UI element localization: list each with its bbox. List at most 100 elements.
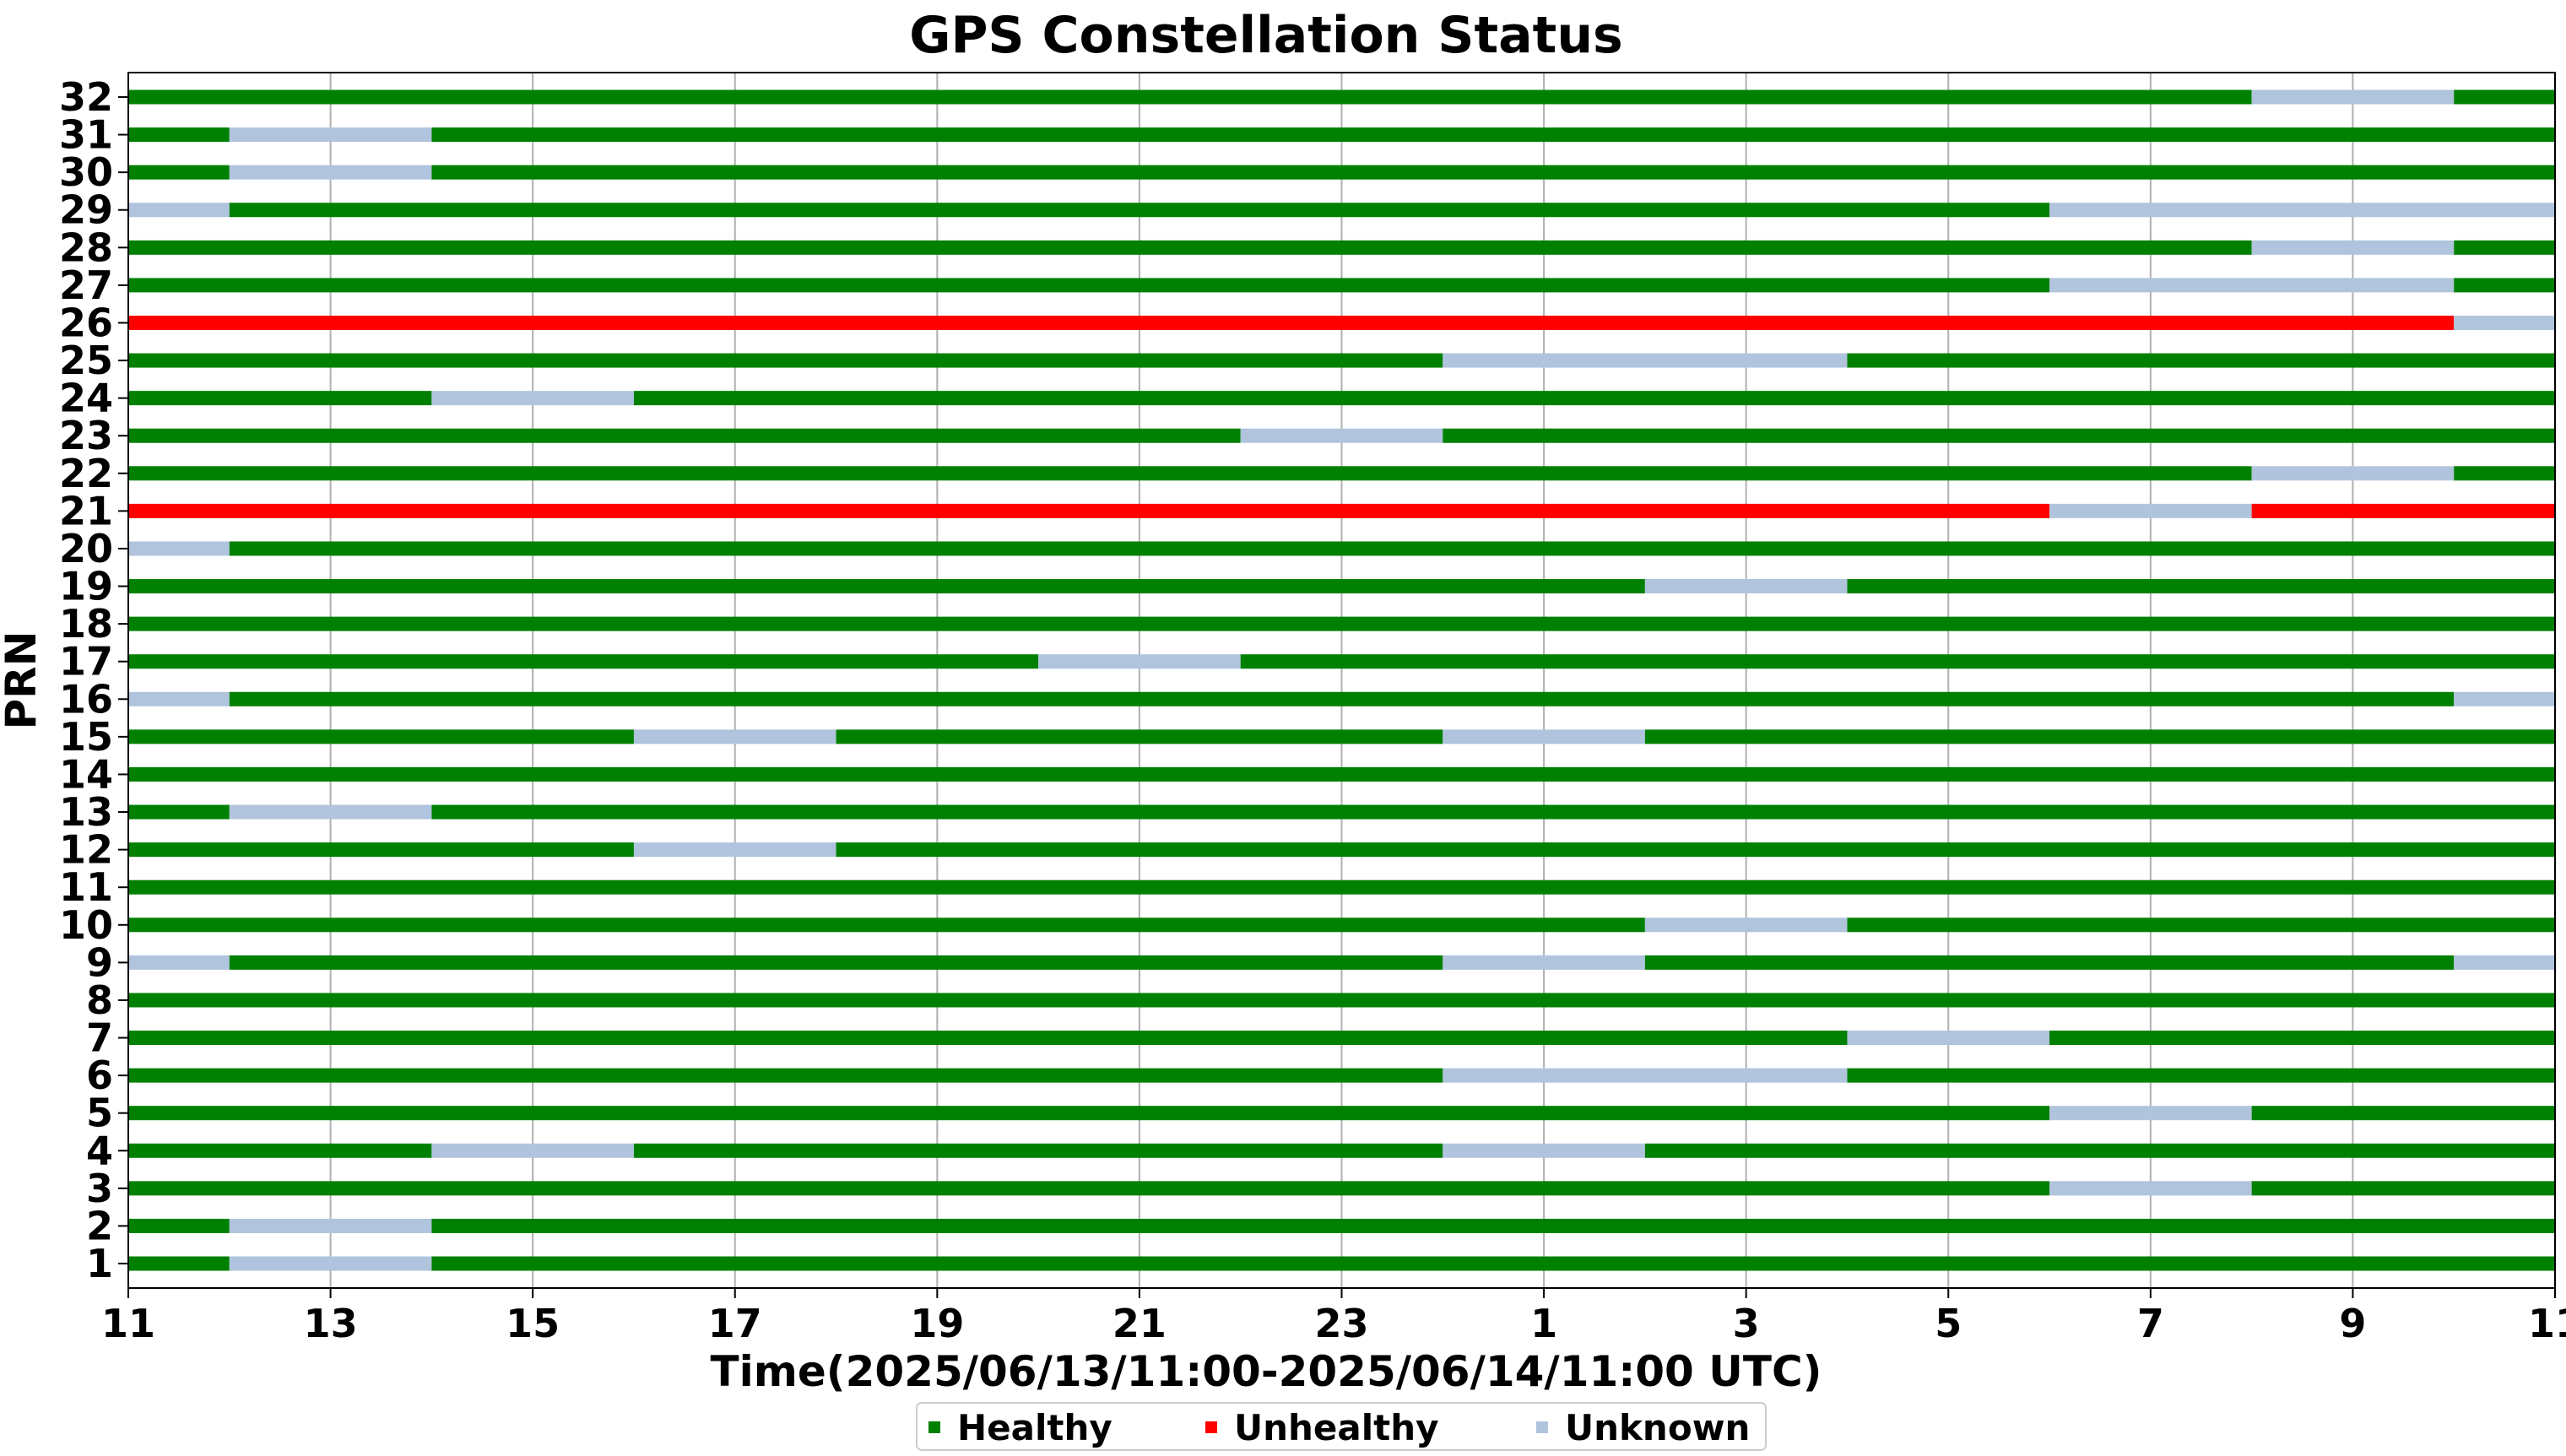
status-segment [128,729,634,744]
status-segment [2251,466,2455,481]
status-segment [128,691,230,706]
y-tick-label: 32 [59,74,113,120]
y-tick-label: 13 [59,789,113,835]
status-segment [128,766,2555,782]
status-segment [128,1256,230,1271]
status-segment [128,1218,230,1233]
status-segment [1240,654,2555,669]
status-segment [1847,1031,2050,1046]
status-segment [431,1143,634,1158]
status-segment [2454,691,2555,706]
y-tick-label: 27 [59,263,113,308]
status-segment [633,391,2556,406]
status-segment [431,165,2555,180]
status-segment [128,804,230,820]
status-segment [2251,89,2455,105]
status-segment [229,165,432,180]
y-tick-label: 11 [59,864,113,910]
status-segment [128,203,230,218]
status-segment [128,503,2050,518]
status-segment [2049,503,2252,518]
status-segment [229,804,432,820]
y-tick-label: 12 [59,827,113,873]
y-tick-label: 5 [86,1091,113,1136]
status-segment [2251,503,2555,518]
status-segment [2251,1181,2555,1196]
y-tick-label: 31 [59,112,113,158]
y-tick-label: 3 [86,1166,113,1211]
status-segment [128,353,1443,368]
legend-swatch [1536,1421,1548,1433]
status-segment [128,1106,2050,1121]
status-segment [1443,729,1645,744]
status-segment [431,1218,2555,1233]
y-tick-label: 7 [86,1015,113,1061]
status-segment [128,616,2555,631]
y-tick-label: 25 [59,338,113,383]
status-segment [1644,955,2455,970]
status-segment [2454,315,2555,330]
status-segment [128,428,1241,443]
status-segment [229,1256,432,1271]
y-tick-label: 30 [59,149,113,195]
status-segment [1847,1068,2555,1083]
status-segment [128,165,230,180]
legend-swatch [928,1421,940,1433]
x-tick-label: 21 [1112,1301,1167,1346]
x-tick-label: 23 [1314,1301,1368,1346]
x-tick-label: 11 [2528,1301,2566,1346]
legend: Healthy Unhealthy Unknown [916,1402,1767,1451]
status-segment [2454,240,2555,255]
status-segment [128,89,2252,105]
x-tick-label: 19 [910,1301,964,1346]
x-tick-label: 11 [101,1301,155,1346]
status-segment [128,541,230,556]
status-segment [1644,917,1848,933]
status-segment [2049,1181,2252,1196]
x-tick-label: 7 [2137,1301,2164,1346]
y-tick-label: 6 [86,1053,113,1098]
status-segment [1240,428,1443,443]
legend-swatch [1205,1421,1217,1433]
y-tick-label: 29 [59,187,113,233]
bars-layer [128,89,2556,1271]
status-segment [2454,278,2555,293]
status-segment [229,691,2455,706]
x-tick-label: 1 [1530,1301,1557,1346]
x-axis-label: Time(2025/06/13/11:00-2025/06/14/11:00 U… [710,1347,1822,1396]
y-tick-label: 15 [59,714,113,760]
status-segment [836,729,1443,744]
status-segment [836,842,2555,858]
x-tick-label: 5 [1935,1301,1962,1346]
y-tick-label: 17 [59,639,113,685]
status-segment [128,917,1645,933]
status-segment [128,278,2050,293]
status-segment [229,203,2050,218]
y-tick-label: 1 [86,1241,113,1286]
status-segment [128,1181,2050,1196]
status-segment [128,579,1645,594]
y-tick-label: 26 [59,300,113,345]
y-tick-label: 23 [59,413,113,458]
status-segment [1038,654,1241,669]
y-tick-label: 2 [86,1203,113,1248]
y-tick-label: 20 [59,526,113,571]
status-segment [633,1143,1443,1158]
status-segment [1443,428,2555,443]
y-tick-label: 4 [86,1128,113,1173]
x-tick-label: 3 [1733,1301,1760,1346]
status-segment [1443,1068,1848,1083]
status-segment [2454,89,2555,105]
x-tick-label: 17 [708,1301,762,1346]
y-tick-label: 10 [59,902,113,948]
status-segment [1443,1143,1645,1158]
y-tick-label: 8 [86,977,113,1023]
status-segment [2251,1106,2555,1121]
status-segment [128,1031,1848,1046]
status-segment [633,842,836,858]
status-segment [2251,240,2455,255]
status-segment [1443,955,1645,970]
status-segment [128,240,2252,255]
status-segment [229,127,432,143]
